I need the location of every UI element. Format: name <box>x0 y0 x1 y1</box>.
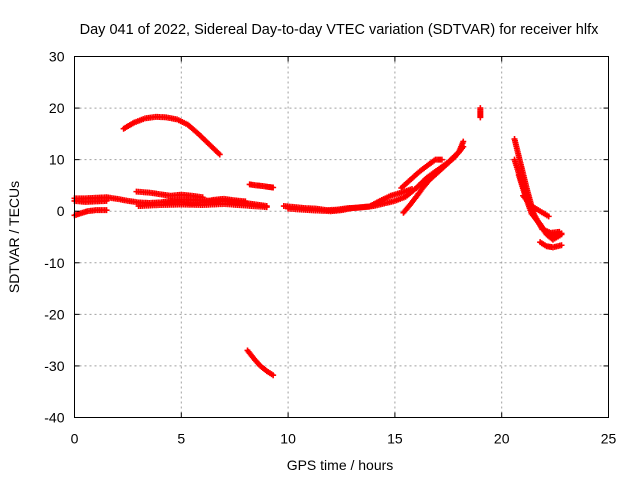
x-tick-label: 25 <box>601 431 617 447</box>
data-point <box>460 138 467 145</box>
data-series <box>398 156 445 192</box>
data-series <box>120 113 223 158</box>
data-point <box>103 207 110 214</box>
data-point <box>558 242 565 249</box>
axis-ticks: 0 5 10 15 20 25 -40 -30 -20 -10 0 10 20 30 <box>44 49 616 447</box>
data-point <box>477 105 484 112</box>
grid-lines <box>74 56 609 418</box>
data-series <box>71 207 110 219</box>
data-series <box>285 138 467 215</box>
data-series <box>400 143 467 216</box>
data-point <box>270 372 277 379</box>
y-tick-label: -30 <box>44 358 64 374</box>
y-tick-label: 10 <box>49 152 65 168</box>
x-tick-label: 0 <box>71 431 79 447</box>
data-series <box>133 188 206 201</box>
y-axis-label: SDTVAR / TECUs <box>6 181 22 293</box>
data-point <box>263 204 270 211</box>
data-series <box>520 192 552 220</box>
x-axis-label: GPS time / hours <box>287 457 394 473</box>
data-point <box>558 231 565 238</box>
data-point <box>103 197 110 204</box>
x-tick-label: 10 <box>280 431 296 447</box>
data-point <box>199 194 206 201</box>
chart-title: Day 041 of 2022, Sidereal Day-to-day VTE… <box>80 22 599 38</box>
y-tick-label: 20 <box>49 100 65 116</box>
data-series <box>167 195 249 207</box>
y-tick-label: 30 <box>49 49 65 65</box>
y-tick-label: -10 <box>44 255 64 271</box>
y-tick-label: 0 <box>57 203 65 219</box>
plot-frame <box>74 56 609 418</box>
y-tick-label: -20 <box>44 306 64 322</box>
x-tick-label: 15 <box>387 431 403 447</box>
data-series <box>71 197 110 205</box>
data-point <box>438 156 445 163</box>
data-series <box>244 347 277 379</box>
data-series <box>477 105 484 121</box>
data-series <box>537 239 565 251</box>
data-point <box>270 184 277 191</box>
x-tick-label: 5 <box>177 431 185 447</box>
data-point <box>216 151 223 158</box>
data-point <box>460 143 467 150</box>
data-series <box>246 181 277 191</box>
data-point <box>242 198 249 205</box>
data-point <box>545 213 552 220</box>
y-tick-label: -40 <box>44 410 64 426</box>
data-points <box>71 105 565 379</box>
x-tick-label: 20 <box>494 431 510 447</box>
